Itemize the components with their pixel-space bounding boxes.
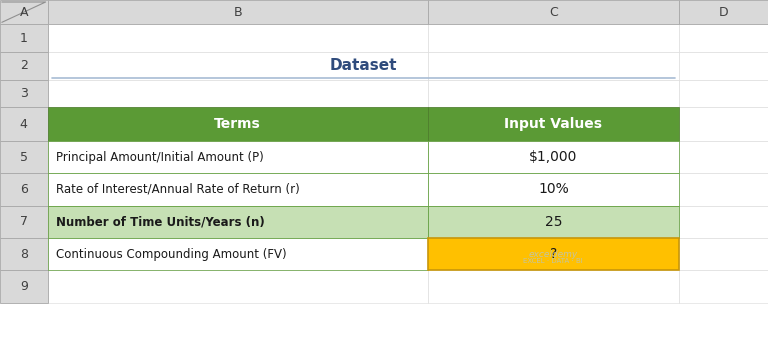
- Text: 4: 4: [20, 118, 28, 130]
- Bar: [428, 238, 679, 270]
- Bar: [48, 107, 428, 141]
- Bar: [428, 107, 679, 141]
- Bar: [48, 173, 428, 206]
- Text: B: B: [233, 6, 242, 19]
- Bar: [679, 270, 768, 303]
- Bar: [48, 24, 428, 52]
- Text: 3: 3: [20, 87, 28, 100]
- Text: exceldemy: exceldemy: [528, 250, 578, 259]
- Bar: [428, 52, 679, 80]
- Bar: [679, 238, 768, 270]
- Text: C: C: [549, 6, 558, 19]
- Text: D: D: [719, 6, 728, 19]
- Text: 1: 1: [20, 32, 28, 44]
- Bar: [48, 107, 428, 141]
- Text: Principal Amount/Initial Amount (P): Principal Amount/Initial Amount (P): [55, 151, 263, 163]
- Bar: [0, 173, 48, 206]
- Bar: [48, 52, 428, 80]
- Bar: [0, 141, 48, 173]
- Text: Input Values: Input Values: [505, 117, 602, 131]
- Text: 5: 5: [20, 151, 28, 163]
- Bar: [48, 141, 428, 173]
- Text: 2: 2: [20, 59, 28, 72]
- Bar: [0, 270, 48, 303]
- Bar: [679, 141, 768, 173]
- Text: Terms: Terms: [214, 117, 261, 131]
- Bar: [428, 107, 679, 141]
- Text: 10%: 10%: [538, 182, 569, 196]
- Bar: [428, 206, 679, 238]
- Text: Dataset: Dataset: [329, 58, 397, 73]
- Bar: [428, 141, 679, 173]
- Bar: [0, 80, 48, 107]
- Bar: [679, 173, 768, 206]
- Bar: [0, 206, 48, 238]
- Text: $1,000: $1,000: [529, 150, 578, 164]
- Bar: [679, 206, 768, 238]
- Bar: [48, 270, 428, 303]
- Bar: [48, 173, 428, 206]
- Text: 6: 6: [20, 183, 28, 196]
- Bar: [428, 270, 679, 303]
- Bar: [428, 173, 679, 206]
- Text: 9: 9: [20, 280, 28, 293]
- Text: 8: 8: [20, 248, 28, 261]
- Bar: [428, 0, 679, 24]
- Bar: [428, 238, 679, 270]
- Bar: [48, 206, 428, 238]
- Bar: [48, 80, 428, 107]
- Bar: [679, 52, 768, 80]
- Bar: [0, 24, 48, 52]
- Text: Rate of Interest/Annual Rate of Return (r): Rate of Interest/Annual Rate of Return (…: [55, 183, 300, 196]
- Bar: [428, 206, 679, 238]
- Text: A: A: [19, 6, 28, 19]
- Bar: [428, 80, 679, 107]
- Bar: [679, 80, 768, 107]
- Bar: [0, 238, 48, 270]
- Text: ?: ?: [550, 247, 557, 261]
- Bar: [0, 52, 48, 80]
- Bar: [679, 24, 768, 52]
- Bar: [48, 238, 428, 270]
- Text: EXCEL · DATA · BI: EXCEL · DATA · BI: [524, 257, 583, 264]
- Text: Continuous Compounding Amount (FV): Continuous Compounding Amount (FV): [55, 248, 286, 261]
- Bar: [679, 0, 768, 24]
- Bar: [48, 238, 428, 270]
- Bar: [0, 0, 48, 24]
- Text: 25: 25: [545, 215, 562, 229]
- Bar: [428, 24, 679, 52]
- Bar: [0, 107, 48, 141]
- Bar: [428, 173, 679, 206]
- Bar: [48, 141, 428, 173]
- Bar: [48, 0, 428, 24]
- Bar: [679, 107, 768, 141]
- Text: 7: 7: [20, 215, 28, 228]
- Bar: [428, 141, 679, 173]
- Bar: [48, 206, 428, 238]
- Text: Number of Time Units/Years (n): Number of Time Units/Years (n): [55, 215, 264, 228]
